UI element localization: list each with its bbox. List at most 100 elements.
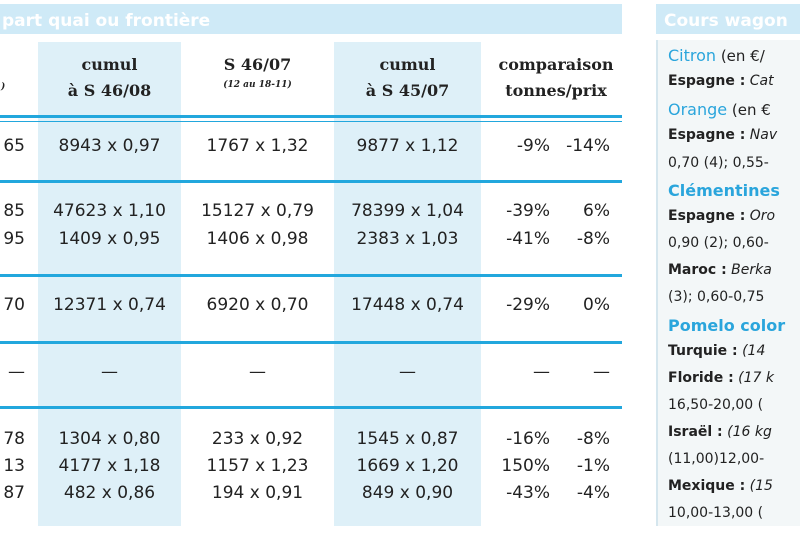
wagon-price-line-text: 0,90 (2); 0,60-	[668, 235, 769, 251]
wagon-price-line: (11,00)12,00-	[668, 451, 764, 467]
table-cell: 1304 x 0,80	[58, 429, 161, 449]
wagon-price-line: 0,70 (4); 0,55-	[668, 155, 769, 171]
wagon-price-line-suffix: Oro	[745, 208, 776, 224]
wagon-price-line-text: Espagne :	[668, 208, 746, 224]
wagon-prices-title: Cours wagon	[664, 11, 788, 31]
wagon-price-line-suffix: (14	[737, 343, 766, 359]
wagon-price-line-text: 0,70 (4); 0,55-	[668, 155, 769, 171]
wagon-price-line: 10,00-13,00 (	[668, 505, 763, 521]
table-cell: -43%	[506, 483, 550, 503]
table-cell: 15127 x 0,79	[201, 201, 314, 221]
wagon-price-line-text: Israël :	[668, 424, 723, 440]
column-header-sub: 1)	[0, 82, 6, 92]
table-cell: 194 x 0,91	[211, 483, 304, 503]
wagon-price-line-text: Espagne :	[668, 127, 746, 143]
column-header-line2: à S 46/08	[67, 81, 152, 100]
table-cell: 87	[3, 483, 25, 503]
table-cell: 6%	[583, 201, 610, 221]
column-header-2: S 46/07 (12 au 18-11)	[190, 52, 325, 92]
table-cell: -29%	[506, 295, 550, 315]
table-cell: -8%	[576, 229, 610, 249]
table-cell: 1157 x 1,23	[206, 456, 309, 476]
table-cell: 85	[3, 201, 25, 221]
column-header-line1: cumul	[81, 55, 138, 74]
table-cell: 2383 x 1,03	[356, 229, 459, 249]
rule-group-2	[0, 274, 622, 277]
wagon-price-line: Clémentines	[668, 181, 780, 200]
rule-header-thin	[0, 121, 622, 122]
column-header-1: cumul à S 46/08	[38, 52, 181, 104]
wagon-price-line-suffix: Nav	[745, 127, 778, 143]
column-header-sub: (12 au 18-11)	[223, 80, 292, 90]
table-cell: 9877 x 1,12	[356, 136, 459, 156]
wagon-price-line-text: Maroc :	[668, 262, 727, 278]
wagon-price-line: Floride : (17 k	[668, 370, 774, 386]
wagon-price-line-suffix: Cat	[745, 73, 774, 89]
wagon-price-line-suffix: (17 k	[733, 370, 774, 386]
table-cell: -9%	[516, 136, 550, 156]
wagon-price-line-text: 16,50-20,00 (	[668, 397, 764, 413]
wagon-price-line: Maroc : Berka	[668, 262, 772, 278]
wagon-price-line-suffix: (en €/	[716, 47, 765, 65]
table-cell: -14%	[566, 136, 610, 156]
table-cell: 1409 x 0,95	[58, 229, 161, 249]
rule-group-1	[0, 180, 622, 183]
wagon-price-line-text: Mexique :	[668, 478, 746, 494]
column-header-line1: comparaison	[498, 55, 614, 74]
rule-group-4	[0, 406, 622, 409]
wagon-price-line: Orange (en €	[668, 100, 771, 119]
shaded-column-cumul-previous	[334, 42, 481, 526]
wagon-price-line-suffix: (16 kg	[722, 424, 772, 440]
table-cell: 1406 x 0,98	[206, 229, 309, 249]
rule-header	[0, 115, 622, 118]
table-header-bar: part quai ou frontière	[0, 4, 622, 34]
wagon-price-line-text: 10,00-13,00 (	[668, 505, 764, 521]
table-cell: 13	[3, 456, 25, 476]
table-cell: 47623 x 1,10	[53, 201, 166, 221]
wagon-price-line-suffix: (en €	[727, 101, 771, 119]
table-cell: 1669 x 1,20	[356, 456, 459, 476]
table-cell: -39%	[506, 201, 550, 221]
table-cell: 95	[3, 229, 25, 249]
wagon-price-line-text: Pomelo color	[668, 316, 786, 335]
wagon-price-line: 0,90 (2); 0,60-	[668, 235, 769, 251]
table-cell: 482 x 0,86	[63, 483, 156, 503]
wagon-price-line: 16,50-20,00 (	[668, 397, 763, 413]
table-cell: —	[593, 362, 610, 382]
arrivals-table-panel: part quai ou frontière 1) cumul à S 46/0…	[0, 4, 622, 526]
table-cell: -4%	[576, 483, 610, 503]
table-cell: 78	[3, 429, 25, 449]
table-cell: 78399 x 1,04	[351, 201, 464, 221]
table-cell: —	[101, 362, 118, 382]
column-header-line2: tonnes/prix	[505, 81, 607, 100]
wagon-prices-header: Cours wagon	[656, 4, 800, 34]
wagon-price-line-text: Turquie :	[668, 343, 738, 359]
table-cell: 8943 x 0,97	[58, 136, 161, 156]
wagon-prices-box	[656, 40, 800, 526]
table-cell: 4177 x 1,18	[58, 456, 161, 476]
wagon-price-line-text: Clémentines	[668, 181, 780, 200]
table-cell: 17448 x 0,74	[351, 295, 464, 315]
table-cell: 849 x 0,90	[361, 483, 454, 503]
wagon-price-line: Citron (en €/	[668, 46, 765, 65]
table-cell: -1%	[576, 456, 610, 476]
table-cell: -8%	[576, 429, 610, 449]
column-header-line2: à S 45/07	[365, 81, 450, 100]
column-header-line1: cumul	[379, 55, 436, 74]
wagon-price-line-text: Citron	[668, 46, 717, 65]
wagon-price-line-text: Espagne :	[668, 73, 746, 89]
wagon-price-line-text: Floride :	[668, 370, 734, 386]
column-header-line1: S 46/07	[223, 55, 292, 74]
wagon-price-line-text: (3); 0,60-0,75	[668, 289, 765, 305]
wagon-price-line-suffix: (15	[745, 478, 773, 494]
table-cell: -16%	[506, 429, 550, 449]
rule-group-3	[0, 341, 622, 344]
wagon-price-line: Mexique : (15	[668, 478, 773, 494]
wagon-price-line: Espagne : Nav	[668, 127, 777, 143]
column-header-4: comparaison tonnes/prix	[490, 52, 622, 104]
wagon-price-line: Israël : (16 kg	[668, 424, 772, 440]
table-cell: 1545 x 0,87	[356, 429, 459, 449]
table-cell: 1767 x 1,32	[206, 136, 309, 156]
wagon-price-line: Espagne : Oro	[668, 208, 775, 224]
wagon-price-line: (3); 0,60-0,75	[668, 289, 764, 305]
